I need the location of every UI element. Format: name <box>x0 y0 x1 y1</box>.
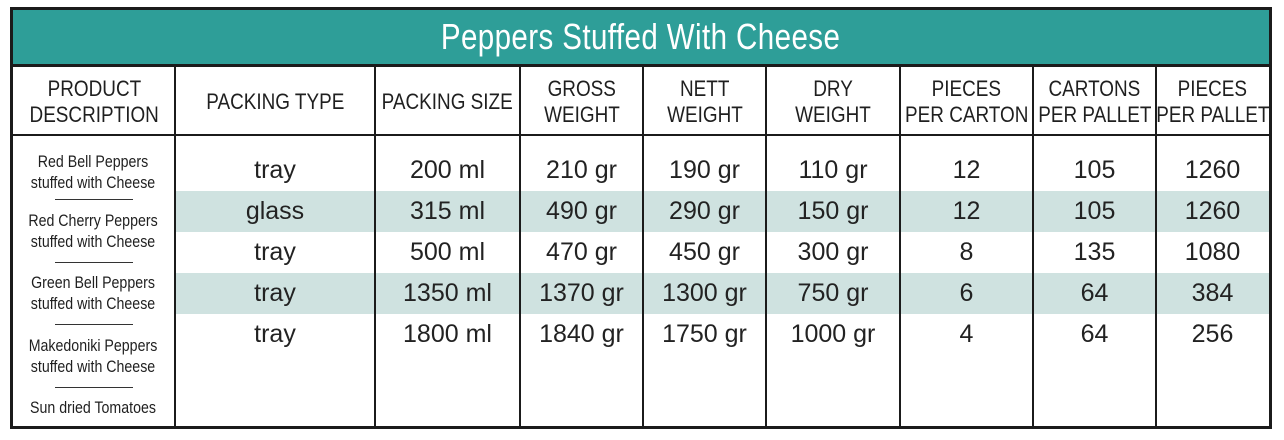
cell-packing-size: 315 ml <box>409 197 486 225</box>
product-label: Red Cherry Peppers <box>28 212 158 230</box>
header-label: PER PALLET <box>1037 102 1152 127</box>
cell-nett-weight: 290 gr <box>669 197 740 225</box>
column-divider <box>174 67 176 426</box>
header-dry-weight: DRY WEIGHT <box>766 67 900 137</box>
header-label: GROSS <box>547 76 616 101</box>
header-pieces-per-carton: PIECES PER CARTON <box>900 67 1033 137</box>
header-gross-weight: GROSS WEIGHT <box>520 67 643 137</box>
header-label: PIECES <box>1177 76 1248 101</box>
product-description-item: Red Bell Peppers stuffed with Cheese <box>13 152 173 194</box>
cell-pieces-per-carton: 8 <box>959 238 974 266</box>
header-label: WEIGHT <box>666 102 743 127</box>
header-label: PACKING TYPE <box>205 89 345 114</box>
header-label: DRY <box>813 76 853 101</box>
cell-pieces-per-carton: 12 <box>952 197 981 225</box>
product-separator <box>55 387 133 388</box>
cell-packing-type: tray <box>254 238 296 266</box>
cell-pieces-per-pallet: 1080 <box>1184 238 1241 266</box>
product-label: stuffed with Cheese <box>30 295 156 313</box>
table-title: Peppers Stuffed With Cheese <box>441 16 841 57</box>
product-label: stuffed with Cheese <box>30 233 156 251</box>
cell-packing-size: 500 ml <box>409 238 486 266</box>
table-row <box>175 191 1269 232</box>
header-cartons-per-pallet: CARTONS PER PALLET <box>1033 67 1156 137</box>
product-label: Red Bell Peppers <box>37 153 149 171</box>
cell-packing-type: tray <box>254 156 296 184</box>
cell-gross-weight: 210 gr <box>546 156 617 184</box>
header-packing-type: PACKING TYPE <box>175 67 375 137</box>
cell-cartons-per-pallet: 64 <box>1080 279 1109 307</box>
header-label: DESCRIPTION <box>29 102 159 127</box>
header-packing-size: PACKING SIZE <box>375 67 520 137</box>
cell-gross-weight: 490 gr <box>546 197 617 225</box>
cell-packing-type: tray <box>254 320 296 348</box>
cell-packing-size: 1350 ml <box>403 279 492 307</box>
product-label: Green Bell Peppers <box>31 274 155 292</box>
header-divider <box>13 134 1269 136</box>
product-description-item: Sun dried Tomatoes <box>13 398 173 419</box>
cell-packing-size: 200 ml <box>409 156 486 184</box>
cell-packing-size: 1800 ml <box>403 320 492 348</box>
cell-cartons-per-pallet: 64 <box>1080 320 1109 348</box>
cell-dry-weight: 110 gr <box>798 156 868 184</box>
cell-cartons-per-pallet: 105 <box>1073 197 1116 225</box>
header-label: PIECES <box>931 76 1002 101</box>
cell-cartons-per-pallet: 105 <box>1073 156 1116 184</box>
product-label: stuffed with Cheese <box>30 174 156 192</box>
table-row <box>175 273 1269 314</box>
product-description-item: Makedoniki Peppers stuffed with Cheese <box>13 336 173 378</box>
header-label: PER CARTON <box>904 102 1029 127</box>
header-label: NETT <box>679 76 730 101</box>
header-label: PACKING SIZE <box>381 89 514 114</box>
cell-nett-weight: 450 gr <box>669 238 740 266</box>
header-nett-weight: NETT WEIGHT <box>643 67 766 137</box>
product-description-item: Red Cherry Peppers stuffed with Cheese <box>13 211 173 253</box>
column-divider <box>642 67 644 426</box>
cell-dry-weight: 750 gr <box>797 279 869 307</box>
header-label: CARTONS <box>1048 76 1141 101</box>
header-label: WEIGHT <box>795 102 871 127</box>
product-description-item: Green Bell Peppers stuffed with Cheese <box>13 273 173 315</box>
column-divider <box>765 67 767 426</box>
cell-gross-weight: 470 gr <box>546 238 617 266</box>
cell-pieces-per-pallet: 256 <box>1191 320 1234 348</box>
header-pieces-per-pallet: PIECES PER PALLET <box>1156 67 1269 137</box>
header-label: PRODUCT <box>47 76 141 101</box>
cell-pieces-per-carton: 6 <box>959 279 974 307</box>
product-table: Peppers Stuffed With Cheese PRODUCT DESCR… <box>10 7 1272 429</box>
column-divider <box>899 67 901 426</box>
product-label: Makedoniki Peppers <box>28 337 158 355</box>
header-product-description: PRODUCT DESCRIPTION <box>13 67 175 137</box>
cell-nett-weight: 1750 gr <box>662 320 747 348</box>
product-separator <box>55 262 133 263</box>
cell-pieces-per-pallet: 1260 <box>1184 197 1241 225</box>
cell-dry-weight: 1000 gr <box>790 320 876 348</box>
cell-nett-weight: 1300 gr <box>662 279 747 307</box>
product-label: stuffed with Cheese <box>30 358 156 376</box>
product-separator <box>55 199 133 200</box>
cell-nett-weight: 190 gr <box>669 156 740 184</box>
column-divider <box>519 67 521 426</box>
column-divider <box>374 67 376 426</box>
header-row: PRODUCT DESCRIPTION PACKING TYPE PACKING SI… <box>13 67 1269 137</box>
header-label: PER PALLET <box>1155 102 1270 127</box>
cell-dry-weight: 300 gr <box>797 238 869 266</box>
cell-dry-weight: 150 gr <box>797 197 869 225</box>
product-label: Sun dried Tomatoes <box>30 399 156 417</box>
header-label: WEIGHT <box>543 102 620 127</box>
cell-gross-weight: 1840 gr <box>539 320 624 348</box>
cell-pieces-per-carton: 12 <box>952 156 981 184</box>
cell-gross-weight: 1370 gr <box>539 279 624 307</box>
cell-pieces-per-pallet: 1260 <box>1184 156 1241 184</box>
column-divider <box>1032 67 1034 426</box>
cell-pieces-per-pallet: 384 <box>1191 279 1234 307</box>
column-divider <box>1155 67 1157 426</box>
title-bar: Peppers Stuffed With Cheese <box>13 10 1269 67</box>
cell-packing-type: tray <box>254 279 296 307</box>
cell-cartons-per-pallet: 135 <box>1073 238 1116 266</box>
cell-packing-type: glass <box>245 197 305 225</box>
cell-pieces-per-carton: 4 <box>959 320 974 348</box>
product-separator <box>55 324 133 325</box>
